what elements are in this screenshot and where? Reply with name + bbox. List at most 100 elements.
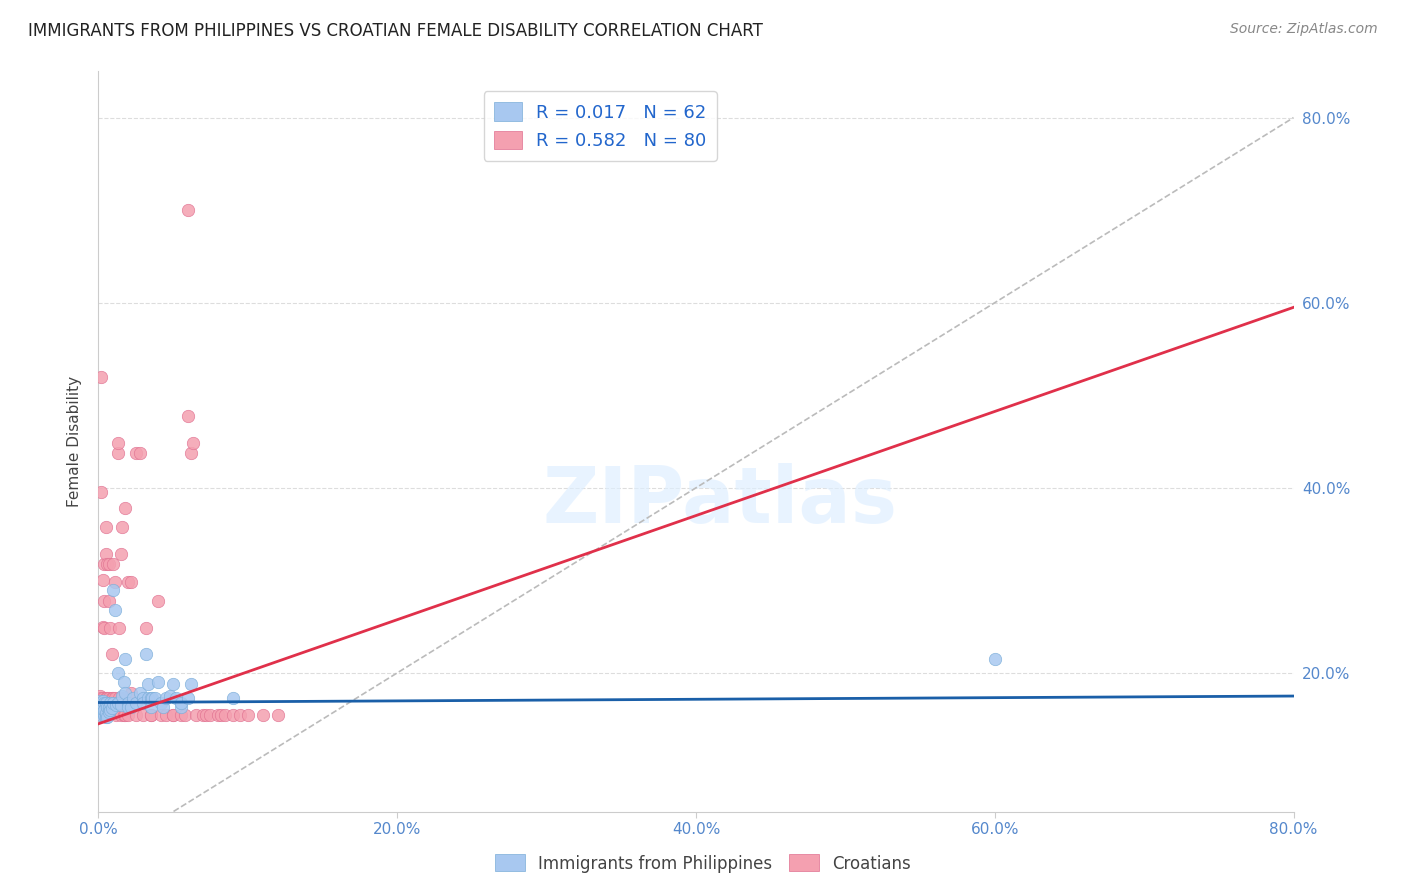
Point bbox=[165, 690, 187, 705]
Point bbox=[112, 707, 135, 722]
Point bbox=[111, 690, 134, 705]
Point bbox=[209, 707, 232, 722]
Point bbox=[150, 707, 173, 722]
Point bbox=[93, 696, 115, 710]
Point bbox=[94, 696, 117, 710]
Point bbox=[93, 703, 115, 717]
Point bbox=[98, 703, 122, 717]
Text: Source: ZipAtlas.com: Source: ZipAtlas.com bbox=[1230, 22, 1378, 37]
Point bbox=[97, 690, 120, 705]
Point bbox=[141, 690, 163, 705]
Point bbox=[117, 707, 139, 722]
Point bbox=[96, 700, 118, 714]
Point bbox=[150, 696, 173, 710]
Point bbox=[236, 707, 259, 722]
Point bbox=[110, 707, 132, 722]
Point bbox=[129, 686, 152, 700]
Point bbox=[90, 707, 112, 722]
Point bbox=[114, 707, 136, 722]
Point bbox=[195, 707, 218, 722]
Point bbox=[169, 707, 191, 722]
Point bbox=[180, 445, 202, 459]
Point bbox=[91, 690, 114, 705]
Point bbox=[96, 710, 118, 724]
Point bbox=[110, 548, 132, 562]
Point bbox=[125, 445, 148, 459]
Point bbox=[120, 686, 142, 700]
Point bbox=[120, 700, 142, 714]
Point bbox=[104, 603, 127, 617]
Point bbox=[177, 690, 200, 705]
Point bbox=[207, 707, 229, 722]
Point bbox=[97, 557, 120, 571]
Point bbox=[103, 696, 125, 710]
Point bbox=[105, 696, 128, 710]
Point bbox=[103, 557, 125, 571]
Point bbox=[169, 696, 191, 710]
Point bbox=[132, 690, 155, 705]
Point bbox=[94, 519, 117, 533]
Point bbox=[90, 690, 112, 705]
Point bbox=[94, 710, 117, 724]
Point bbox=[148, 675, 170, 690]
Point bbox=[89, 698, 111, 713]
Point bbox=[180, 677, 202, 691]
Point bbox=[111, 689, 134, 703]
Point bbox=[114, 686, 136, 700]
Point bbox=[162, 707, 184, 722]
Point bbox=[91, 705, 114, 719]
Point bbox=[125, 696, 148, 710]
Point bbox=[112, 675, 135, 690]
Point bbox=[139, 707, 162, 722]
Point bbox=[104, 575, 127, 590]
Point bbox=[984, 652, 1007, 666]
Point bbox=[93, 593, 115, 607]
Point bbox=[89, 701, 111, 715]
Point bbox=[90, 369, 112, 384]
Point bbox=[155, 690, 177, 705]
Point bbox=[117, 696, 139, 710]
Point bbox=[108, 690, 131, 705]
Point bbox=[101, 648, 124, 662]
Point bbox=[177, 409, 200, 423]
Y-axis label: Female Disability: Female Disability bbox=[67, 376, 83, 508]
Point bbox=[94, 706, 117, 720]
Point bbox=[110, 698, 132, 713]
Point bbox=[132, 696, 155, 710]
Point bbox=[136, 677, 159, 691]
Point bbox=[214, 707, 236, 722]
Point bbox=[107, 665, 129, 680]
Point bbox=[104, 690, 127, 705]
Point bbox=[162, 707, 184, 722]
Point bbox=[91, 701, 114, 715]
Point bbox=[98, 696, 122, 710]
Point bbox=[114, 501, 136, 516]
Point bbox=[120, 575, 142, 590]
Point bbox=[169, 700, 191, 714]
Point bbox=[114, 652, 136, 666]
Point bbox=[96, 557, 118, 571]
Point bbox=[108, 622, 131, 636]
Point bbox=[200, 707, 222, 722]
Point bbox=[152, 700, 174, 714]
Point bbox=[90, 485, 112, 500]
Point bbox=[125, 707, 148, 722]
Point bbox=[139, 707, 162, 722]
Point bbox=[98, 696, 122, 710]
Point bbox=[184, 707, 207, 722]
Point bbox=[89, 703, 111, 717]
Point bbox=[94, 700, 117, 714]
Point bbox=[93, 622, 115, 636]
Point bbox=[132, 707, 155, 722]
Point bbox=[89, 705, 111, 719]
Point bbox=[101, 690, 124, 705]
Point bbox=[96, 690, 118, 705]
Point bbox=[105, 698, 128, 713]
Point bbox=[91, 698, 114, 713]
Point bbox=[148, 593, 170, 607]
Point bbox=[267, 707, 290, 722]
Point bbox=[96, 700, 118, 714]
Point bbox=[117, 575, 139, 590]
Point bbox=[191, 707, 214, 722]
Point bbox=[155, 707, 177, 722]
